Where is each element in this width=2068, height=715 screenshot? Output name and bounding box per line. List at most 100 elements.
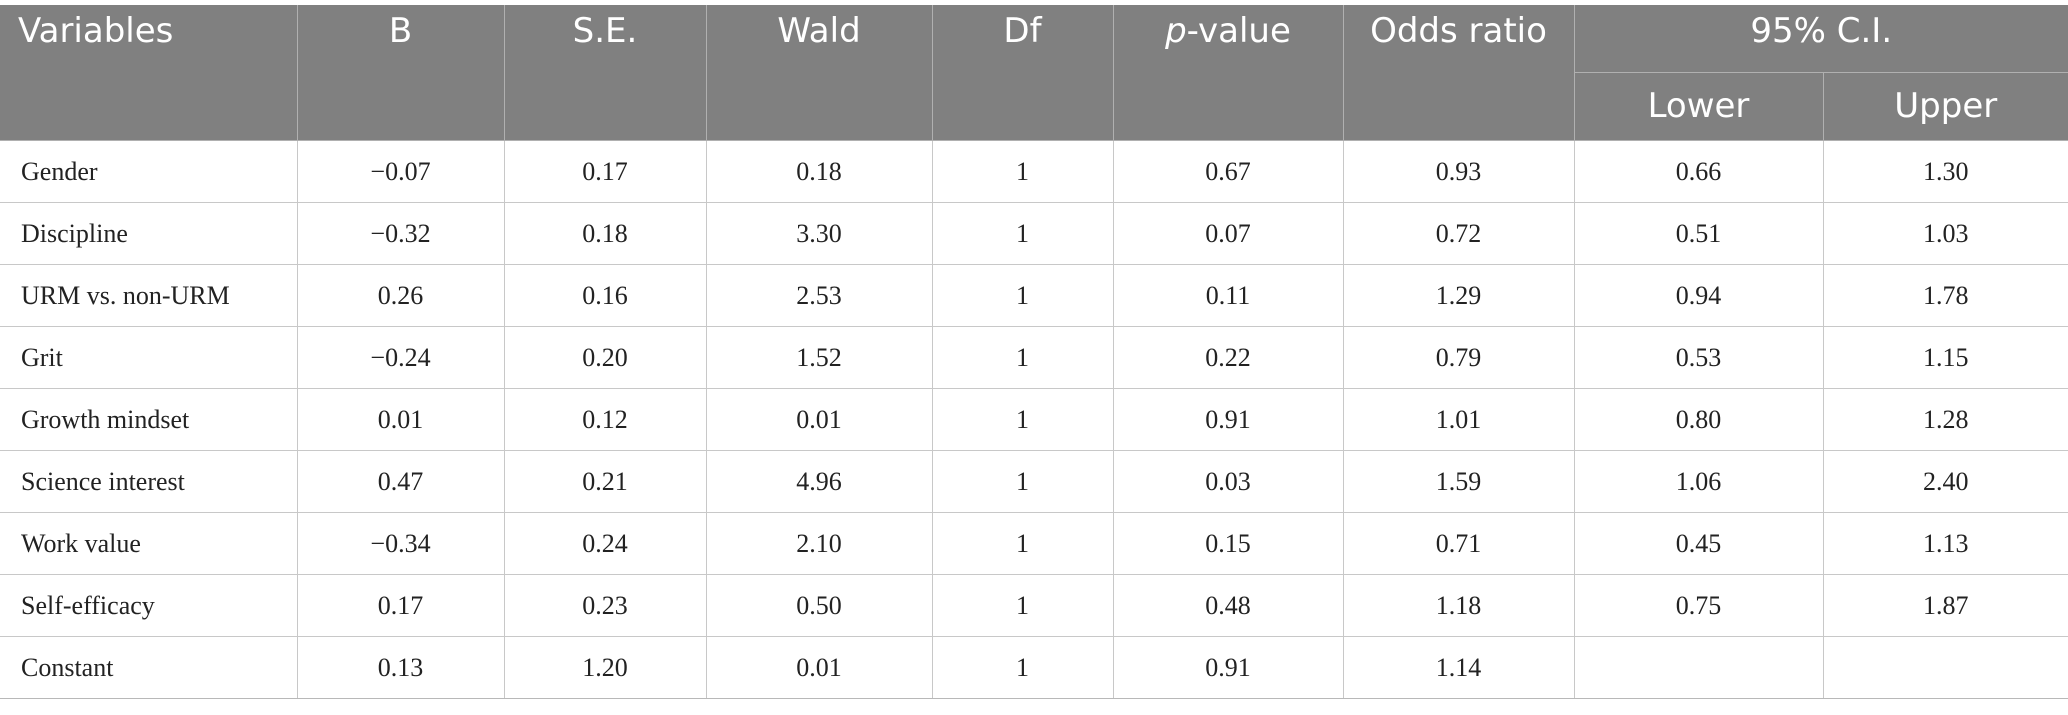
cell-odds-ratio: 1.18: [1343, 574, 1575, 637]
cell-ci-lower: 1.06: [1574, 450, 1824, 513]
cell-df: 1: [932, 512, 1114, 575]
cell-df: 1: [932, 326, 1114, 389]
cell-b: −0.24: [297, 326, 505, 389]
cell-wald: 2.53: [706, 264, 933, 327]
cell-df: 1: [932, 264, 1114, 327]
table-row: Science interest 0.47 0.21 4.96 1 0.03 1.59 1.0…: [0, 450, 2068, 513]
header-row: Variables B S.E. Wald Df p-value Odds ra…: [0, 5, 2068, 141]
table-row: Grit −0.24 0.20 1.52 1 0.22 0.79 0.53 1.15: [0, 326, 2068, 389]
cell-b: 0.01: [297, 388, 505, 451]
cell-variable: Gender: [0, 140, 298, 203]
cell-ci-lower: 0.75: [1574, 574, 1824, 637]
cell-wald: 0.01: [706, 388, 933, 451]
cell-se: 0.17: [504, 140, 707, 203]
header-lower: Lower: [1574, 72, 1824, 141]
cell-ci-upper: [1823, 636, 2068, 699]
cell-wald: 0.18: [706, 140, 933, 203]
table-header: Variables B S.E. Wald Df p-value Odds ra…: [0, 5, 2068, 141]
cell-variable: Discipline: [0, 202, 298, 265]
cell-odds-ratio: 1.01: [1343, 388, 1575, 451]
cell-p-value: 0.22: [1113, 326, 1344, 389]
cell-b: −0.34: [297, 512, 505, 575]
header-odds-ratio: Odds ratio: [1343, 5, 1575, 141]
cell-p-value: 0.15: [1113, 512, 1344, 575]
cell-se: 0.12: [504, 388, 707, 451]
cell-b: 0.17: [297, 574, 505, 637]
cell-odds-ratio: 0.71: [1343, 512, 1575, 575]
cell-ci-lower: 0.53: [1574, 326, 1824, 389]
cell-se: 0.20: [504, 326, 707, 389]
cell-ci-lower: 0.51: [1574, 202, 1824, 265]
regression-table: Variables B S.E. Wald Df p-value Odds ra…: [0, 5, 2068, 699]
cell-variable: Grit: [0, 326, 298, 389]
cell-b: 0.47: [297, 450, 505, 513]
cell-df: 1: [932, 450, 1114, 513]
cell-ci-lower: 0.45: [1574, 512, 1824, 575]
cell-se: 0.24: [504, 512, 707, 575]
cell-ci-upper: 1.30: [1823, 140, 2068, 203]
cell-variable: Constant: [0, 636, 298, 699]
cell-ci-upper: 1.15: [1823, 326, 2068, 389]
cell-p-value: 0.91: [1113, 636, 1344, 699]
cell-ci-lower: [1574, 636, 1824, 699]
header-wald: Wald: [706, 5, 933, 141]
cell-ci-upper: 1.03: [1823, 202, 2068, 265]
header-subrow: Lower Upper: [0, 72, 2068, 141]
table-row: Self-efficacy 0.17 0.23 0.50 1 0.48 1.18 0.75 1.…: [0, 574, 2068, 637]
cell-se: 1.20: [504, 636, 707, 699]
header-ci: 95% C.I.: [1574, 5, 2068, 73]
cell-b: 0.26: [297, 264, 505, 327]
table-row: Gender −0.07 0.17 0.18 1 0.67 0.93 0.66 1.30: [0, 140, 2068, 203]
header-p-value: p-value: [1113, 5, 1344, 141]
cell-ci-lower: 0.66: [1574, 140, 1824, 203]
header-variables: Variables: [0, 5, 298, 141]
table-row: Constant 0.13 1.20 0.01 1 0.91 1.14: [0, 636, 2068, 699]
cell-se: 0.23: [504, 574, 707, 637]
cell-p-value: 0.91: [1113, 388, 1344, 451]
cell-ci-upper: 2.40: [1823, 450, 2068, 513]
cell-ci-lower: 0.80: [1574, 388, 1824, 451]
cell-odds-ratio: 1.14: [1343, 636, 1575, 699]
cell-ci-upper: 1.28: [1823, 388, 2068, 451]
cell-b: 0.13: [297, 636, 505, 699]
cell-df: 1: [932, 202, 1114, 265]
cell-ci-upper: 1.13: [1823, 512, 2068, 575]
cell-p-value: 0.48: [1113, 574, 1344, 637]
cell-b: −0.07: [297, 140, 505, 203]
cell-se: 0.16: [504, 264, 707, 327]
cell-df: 1: [932, 636, 1114, 699]
cell-se: 0.21: [504, 450, 707, 513]
cell-p-value: 0.07: [1113, 202, 1344, 265]
cell-df: 1: [932, 388, 1114, 451]
cell-ci-upper: 1.78: [1823, 264, 2068, 327]
cell-odds-ratio: 0.93: [1343, 140, 1575, 203]
table-row: Growth mindset 0.01 0.12 0.01 1 0.91 1.01 0.80 1…: [0, 388, 2068, 451]
header-b: B: [297, 5, 505, 141]
cell-b: −0.32: [297, 202, 505, 265]
table-row: URM vs. non-URM 0.26 0.16 2.53 1 0.11 1.29 0.94…: [0, 264, 2068, 327]
cell-df: 1: [932, 574, 1114, 637]
cell-wald: 0.50: [706, 574, 933, 637]
table-body: Gender −0.07 0.17 0.18 1 0.67 0.93 0.66 1.30 Disc…: [0, 140, 2068, 699]
cell-wald: 0.01: [706, 636, 933, 699]
header-se: S.E.: [504, 5, 707, 141]
header-upper: Upper: [1823, 72, 2068, 141]
header-p-italic: p: [1165, 11, 1187, 51]
cell-odds-ratio: 0.72: [1343, 202, 1575, 265]
cell-variable: Work value: [0, 512, 298, 575]
cell-df: 1: [932, 140, 1114, 203]
table-row: Discipline −0.32 0.18 3.30 1 0.07 0.72 0.51 1.03: [0, 202, 2068, 265]
cell-variable: URM vs. non-URM: [0, 264, 298, 327]
header-df: Df: [932, 5, 1114, 141]
table-row: Work value −0.34 0.24 2.10 1 0.15 0.71 0.45 1.13: [0, 512, 2068, 575]
cell-odds-ratio: 1.29: [1343, 264, 1575, 327]
cell-variable: Science interest: [0, 450, 298, 513]
cell-se: 0.18: [504, 202, 707, 265]
cell-variable: Self-efficacy: [0, 574, 298, 637]
cell-p-value: 0.11: [1113, 264, 1344, 327]
header-p-rest: -value: [1186, 11, 1291, 51]
cell-wald: 1.52: [706, 326, 933, 389]
cell-odds-ratio: 1.59: [1343, 450, 1575, 513]
cell-wald: 2.10: [706, 512, 933, 575]
cell-wald: 3.30: [706, 202, 933, 265]
